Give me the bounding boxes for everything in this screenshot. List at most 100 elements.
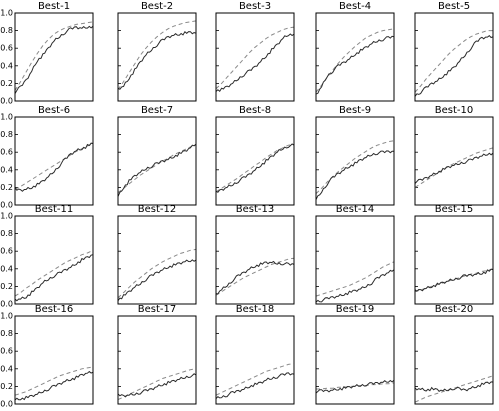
panel-title: Best-4	[339, 1, 371, 12]
solid-series-line	[14, 142, 94, 192]
panel-frame	[215, 215, 295, 305]
chart-panel: Best-11 0.0 0.2 0.4 0.6 0.8 1.0	[0, 204, 94, 309]
solid-series-line	[315, 150, 394, 200]
chart-panel: Best-15	[414, 204, 494, 305]
dashed-series-line	[215, 257, 295, 296]
chart-panel: Best-2	[117, 1, 197, 102]
panel-frame	[315, 116, 395, 206]
y-tick-label: 0.0	[0, 400, 13, 409]
panel-frame	[117, 12, 197, 102]
panel-frame	[215, 116, 295, 206]
solid-series-line	[315, 379, 395, 394]
solid-series-line	[414, 381, 494, 392]
solid-series-line	[215, 143, 295, 193]
panel-frame	[14, 12, 94, 102]
dashed-series-line	[215, 143, 295, 193]
y-tick-label: 1.0	[0, 312, 13, 321]
panel-frame	[315, 215, 395, 305]
solid-series-line	[14, 25, 94, 94]
panel-frame	[315, 315, 395, 405]
dashed-series-line	[14, 366, 94, 396]
y-tick-label: 0.2	[0, 282, 13, 291]
dashed-series-line	[414, 147, 494, 188]
chart-panel: Best-5	[414, 1, 494, 102]
panel-title: Best-11	[35, 204, 73, 215]
panel-frame	[117, 116, 197, 206]
y-tick-label: 0.4	[0, 61, 13, 70]
y-tick-label: 0.6	[0, 247, 13, 256]
y-tick-label: 0.4	[0, 165, 13, 174]
dashed-series-line	[215, 363, 295, 396]
y-tick-label: 0.6	[0, 347, 13, 356]
panel-title: Best-19	[336, 304, 374, 315]
chart-panel: Best-9	[315, 105, 395, 206]
solid-series-line	[117, 143, 197, 197]
panel-frame	[215, 12, 295, 102]
solid-series-line	[315, 269, 395, 303]
y-tick-label: 0.0	[0, 97, 13, 106]
y-tick-label: 0.6	[0, 148, 13, 157]
y-tick-label: 0.0	[0, 300, 13, 309]
solid-series-line	[215, 33, 295, 93]
y-tick-label: 0.8	[0, 26, 13, 35]
chart-panel: Best-6 0.0 0.2 0.4 0.6 0.8 1.0	[0, 105, 94, 210]
panel-frame	[117, 315, 197, 405]
dashed-series-line	[117, 248, 197, 299]
panel-title: Best-2	[141, 1, 173, 12]
solid-series-line	[117, 259, 197, 301]
chart-panel: Best-17	[117, 304, 197, 405]
panel-title: Best-12	[138, 204, 176, 215]
solid-series-line	[14, 370, 94, 401]
dashed-series-line	[14, 249, 94, 297]
solid-series-line	[215, 260, 295, 295]
dashed-series-line	[315, 140, 395, 194]
solid-series-line	[117, 31, 197, 90]
panel-title: Best-5	[438, 1, 470, 12]
y-tick-label: 0.8	[0, 329, 13, 338]
panel-frame	[414, 12, 494, 102]
dashed-series-line	[316, 382, 395, 390]
panel-frame	[414, 315, 494, 405]
y-tick-label: 0.4	[0, 264, 13, 273]
panel-frame	[414, 215, 494, 305]
panel-frame	[315, 12, 395, 102]
y-tick-label: 0.2	[0, 79, 13, 88]
panel-frame	[14, 116, 94, 206]
solid-series-line	[414, 35, 494, 97]
y-tick-label: 1.0	[0, 9, 13, 18]
solid-series-line	[315, 35, 395, 95]
solid-series-line	[414, 152, 494, 184]
dashed-series-line	[414, 30, 493, 93]
solid-series-line	[14, 254, 94, 302]
panel-title: Best-10	[435, 105, 473, 116]
panel-title: Best-16	[35, 304, 73, 315]
dashed-series-line	[215, 26, 295, 90]
solid-series-line	[117, 373, 197, 398]
panel-title: Best-7	[141, 105, 173, 116]
y-tick-label: 0.2	[0, 183, 13, 192]
panel-title: Best-14	[336, 204, 374, 215]
chart-panel: Best-16 0.0 0.2 0.4 0.6 0.8 1.0	[0, 304, 94, 409]
panel-frame	[14, 215, 94, 305]
panel-title: Best-15	[435, 204, 473, 215]
chart-panel: Best-19	[315, 304, 395, 405]
solid-series-line	[215, 372, 295, 400]
panel-title: Best-1	[38, 1, 70, 12]
panel-frame	[215, 315, 295, 405]
y-tick-label: 0.8	[0, 130, 13, 139]
panel-title: Best-18	[236, 304, 274, 315]
chart-panel: Best-12	[117, 204, 197, 305]
panel-title: Best-17	[138, 304, 176, 315]
y-tick-label: 1.0	[0, 113, 13, 122]
panel-title: Best-8	[239, 105, 271, 116]
y-tick-label: 0.2	[0, 382, 13, 391]
chart-panel: Best-10	[414, 105, 494, 206]
panel-frame	[117, 215, 197, 305]
chart-panel: Best-3	[215, 1, 295, 102]
chart-panel: Best-7	[117, 105, 197, 206]
y-tick-label: 0.8	[0, 229, 13, 238]
y-tick-label: 0.6	[0, 44, 13, 53]
dashed-series-line	[315, 261, 395, 297]
panel-title: Best-9	[339, 105, 371, 116]
